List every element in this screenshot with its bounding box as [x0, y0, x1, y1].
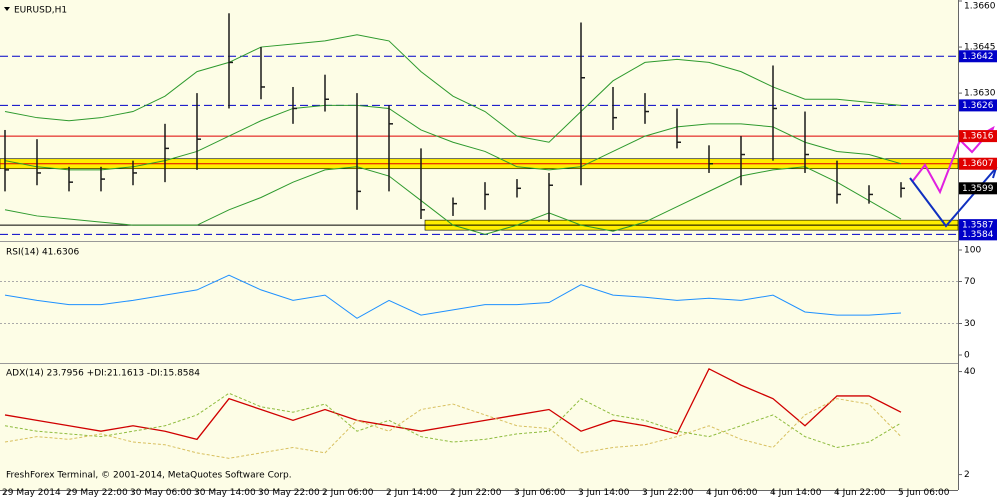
level-label: 1.3587	[962, 221, 994, 231]
level-label: 1.3642	[962, 52, 994, 62]
level-label: 1.3616	[962, 132, 994, 142]
y-tick-label: 1.3660	[964, 2, 996, 12]
x-tick-label: 5 Jun 06:00	[898, 488, 950, 498]
rsi-title: RSI(14) 41.6306	[6, 248, 79, 258]
x-tick-label: 4 Jun 14:00	[770, 488, 822, 498]
level-label: 1.3599	[962, 184, 994, 194]
level-label-bg	[959, 228, 997, 241]
x-tick-label: 4 Jun 06:00	[706, 488, 758, 498]
menu-triangle	[4, 7, 10, 11]
y-tick-label: 0	[964, 351, 970, 361]
x-tick-label: 30 May 22:00	[258, 488, 320, 498]
level-label-bg	[959, 130, 997, 143]
bollinger-middle	[4, 104, 902, 171]
x-tick-label: 3 Jun 22:00	[642, 488, 694, 498]
x-tick-label: 4 Jun 22:00	[834, 488, 886, 498]
x-tick-label: 2 Jun 14:00	[386, 488, 438, 498]
footer: FreshForex Terminal, © 2001-2014, MetaQu…	[6, 471, 292, 481]
level-label-bg	[959, 219, 997, 232]
y-tick-label: 30	[964, 319, 976, 329]
x-tick-label: 2 Jun 06:00	[322, 488, 374, 498]
magenta-arrow	[911, 127, 994, 195]
y-tick-label: 70	[964, 277, 976, 287]
adx-series	[4, 398, 902, 459]
y-tick-label: 1.3630	[964, 89, 996, 99]
x-tick-label: 30 May 06:00	[130, 488, 192, 498]
y-tick-label: 2	[964, 470, 970, 480]
x-tick-label: 29 May 2014	[2, 488, 61, 498]
adx-series	[4, 367, 902, 441]
x-tick-label: 29 May 22:00	[66, 488, 128, 498]
bollinger-lower	[4, 166, 902, 235]
adx-series	[4, 392, 902, 448]
rsi-line	[4, 274, 902, 319]
x-tick-label: 3 Jun 06:00	[514, 488, 566, 498]
adx-title: ADX(14) 23.7956 +DI:21.1613 -DI:15.8584	[6, 369, 200, 379]
plot-bg	[0, 0, 958, 490]
level-label: 1.3626	[962, 101, 994, 111]
y-tick-label: 1.3645	[964, 43, 996, 53]
y-tick-label: 100	[964, 246, 981, 256]
level-label: 1.3607	[962, 159, 994, 169]
level-label: 1.3584	[962, 230, 994, 240]
level-label-bg	[959, 157, 997, 170]
bollinger-upper	[4, 34, 902, 143]
x-tick-label: 2 Jun 22:00	[450, 488, 502, 498]
level-label-bg	[959, 182, 997, 195]
price-title: EURUSD,H1	[14, 6, 67, 16]
x-tick-label: 30 May 14:00	[194, 488, 256, 498]
x-tick-label: 3 Jun 14:00	[578, 488, 630, 498]
level-label-bg	[959, 50, 997, 63]
level-label-bg	[959, 99, 997, 112]
y-tick-label: 40	[964, 367, 976, 377]
